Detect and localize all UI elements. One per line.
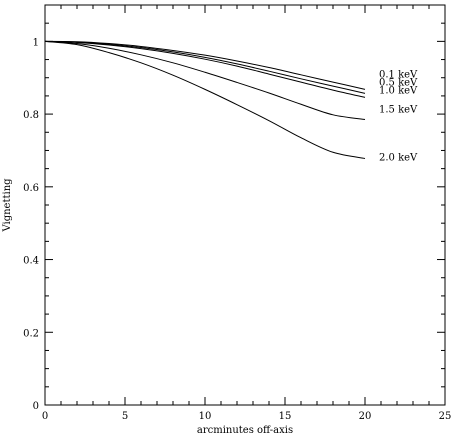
series-line [44, 40, 366, 98]
x-tick-label: 15 [279, 411, 292, 422]
series-line [44, 40, 366, 94]
y-axis-title: Vignetting [2, 178, 13, 233]
x-tick-label: 0 [42, 411, 48, 422]
tick-labels: 0 5 10 15 20 25 0 0.2 0.4 0.6 0.8 1 [23, 37, 451, 422]
x-tick-label: 25 [439, 411, 452, 422]
x-axis-title: arcminutes off-axis [197, 425, 293, 436]
series-label: 0.5 keV [379, 77, 418, 88]
series-label: 2.0 keV [379, 152, 418, 163]
x-tick-label: 10 [199, 411, 212, 422]
series-line [44, 40, 366, 90]
axis-ticks [44, 4, 446, 406]
plot-frame [44, 4, 446, 406]
y-tick-label: 1 [33, 37, 39, 48]
series-label: 0.1 keV [379, 69, 418, 80]
y-tick-label: 0.6 [23, 183, 39, 194]
series-label: 1.0 keV [379, 85, 418, 96]
y-tick-label: 0.8 [23, 110, 39, 121]
x-tick-label: 20 [359, 411, 372, 422]
x-tick-label: 5 [122, 411, 128, 422]
series-line [44, 40, 366, 121]
series-label: 1.5 keV [379, 105, 418, 116]
series-line [44, 40, 366, 159]
y-tick-label: 0.4 [23, 256, 39, 267]
y-tick-label: 0 [33, 401, 39, 412]
y-tick-label: 0.2 [23, 328, 39, 339]
